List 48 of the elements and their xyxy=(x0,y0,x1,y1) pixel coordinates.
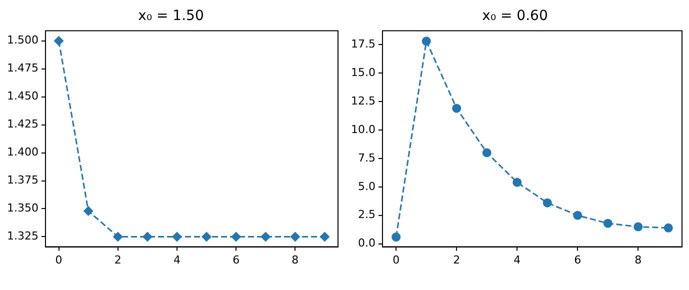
point xyxy=(54,36,64,46)
y-tick-label: 1.375 xyxy=(6,174,38,187)
point xyxy=(422,36,431,46)
x-tick-label: 2 xyxy=(114,253,122,266)
point xyxy=(512,178,522,187)
point xyxy=(112,232,123,242)
point xyxy=(603,218,612,228)
point xyxy=(320,232,330,242)
point xyxy=(452,104,462,113)
y-tick-label: 12.5 xyxy=(350,94,376,108)
y-tick-label: 15.0 xyxy=(350,66,376,79)
point xyxy=(231,232,242,242)
point xyxy=(290,232,300,242)
point xyxy=(542,198,552,208)
x-tick-label: 0 xyxy=(55,253,62,266)
y-tick-label: 5.0 xyxy=(358,180,376,193)
y-tick-label: 1.475 xyxy=(6,62,38,75)
x-tick-label: 6 xyxy=(232,253,240,266)
point xyxy=(142,232,152,242)
x-tick-label: 4 xyxy=(514,253,521,266)
y-tick-label: 10.0 xyxy=(350,122,376,136)
y-tick-label: 17.5 xyxy=(350,37,376,50)
point xyxy=(83,206,94,216)
x-tick-label: 8 xyxy=(292,253,299,266)
y-tick-label: 2.5 xyxy=(358,208,376,222)
y-tick-label: 7.5 xyxy=(358,151,376,164)
y-tick-label: 0.0 xyxy=(358,236,376,250)
point xyxy=(634,222,643,232)
chart-title: x₀ = 0.60 xyxy=(482,8,548,24)
y-tick-label: 1.450 xyxy=(6,90,38,103)
point xyxy=(260,232,271,242)
point xyxy=(664,223,673,232)
y-tick-label: 1.425 xyxy=(6,118,38,131)
x-tick-label: 6 xyxy=(574,253,582,266)
point xyxy=(202,232,212,242)
chart-title: x₀ = 1.50 xyxy=(138,8,204,24)
x-tick-label: 8 xyxy=(634,253,642,266)
y-tick-label: 1.350 xyxy=(6,202,38,215)
point xyxy=(392,232,401,242)
y-tick-label: 1.325 xyxy=(6,230,38,243)
point xyxy=(573,210,582,220)
x-tick-label: 4 xyxy=(173,253,180,266)
point xyxy=(172,232,182,242)
point xyxy=(482,148,492,158)
y-tick-label: 1.500 xyxy=(6,34,38,47)
x-tick-label: 0 xyxy=(392,253,400,266)
y-tick-label: 1.400 xyxy=(6,146,38,159)
x-tick-label: 2 xyxy=(453,253,460,266)
